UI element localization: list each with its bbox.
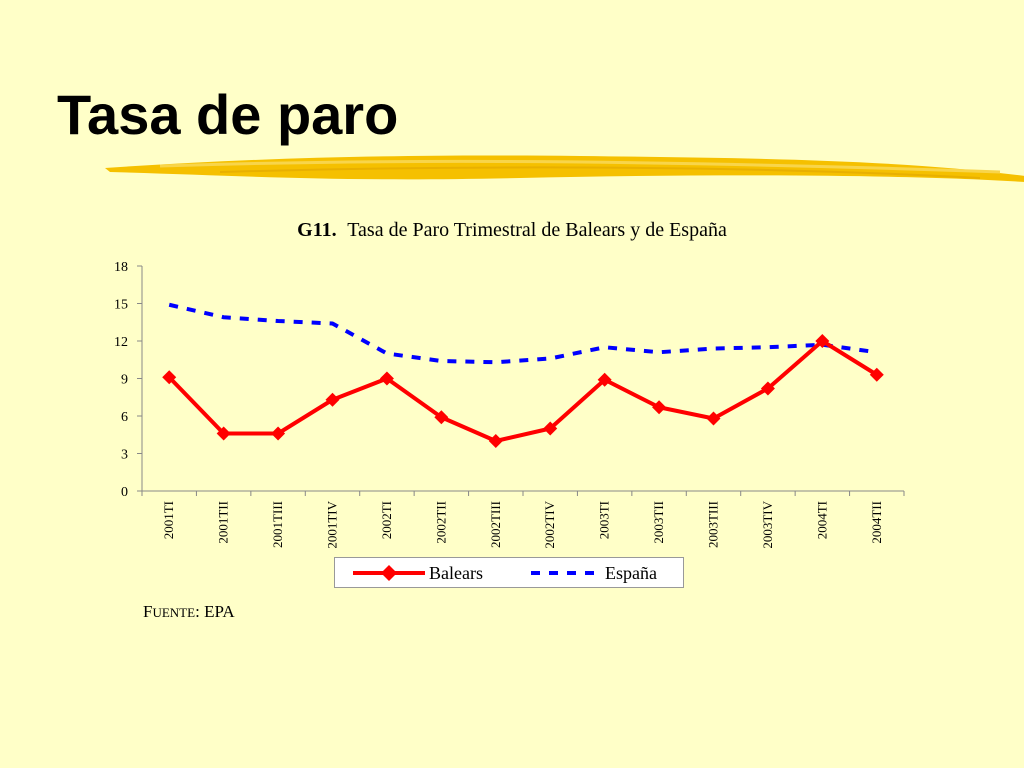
- data-point-baleares: [162, 370, 177, 385]
- source-label-rest: UENTE: [152, 605, 196, 620]
- source-label-initial: F: [143, 602, 153, 621]
- y-tick-label: 9: [121, 373, 128, 388]
- data-point-baleares: [271, 426, 286, 441]
- series-line-baleares: [167, 339, 878, 443]
- data-point-baleares: [869, 367, 884, 382]
- x-tick-label: 2003TIII: [706, 501, 721, 548]
- x-tick-label: 2001TII: [216, 501, 231, 544]
- slide-title: Tasa de paro: [57, 83, 399, 146]
- data-point-baleares: [434, 410, 449, 425]
- x-ticks: 2001TI 2001TII 2001TIII 2001TIV 2002TI 2002TI…: [141, 491, 905, 549]
- x-tick-label: 2002TI: [379, 501, 394, 539]
- x-tick-label: 2004TI: [814, 501, 829, 539]
- series-line-espana: [168, 302, 878, 365]
- data-point-baleares: [760, 381, 775, 396]
- chart-title-text: Tasa de Paro Trimestral de Balears y de …: [347, 219, 727, 241]
- y-tick-label: 18: [114, 260, 128, 275]
- y-ticks: 0 3 6 9 12 15 18: [114, 260, 142, 500]
- legend: Balears España: [334, 557, 684, 588]
- x-tick-label: 2002TIII: [488, 501, 503, 548]
- x-tick-label: 2004TII: [869, 501, 884, 544]
- legend-espana-label: España: [605, 563, 657, 583]
- y-tick-label: 3: [121, 448, 128, 463]
- x-tick-label: 2003TIV: [760, 500, 775, 548]
- data-point-baleares: [706, 411, 721, 426]
- data-point-baleares: [815, 334, 830, 348]
- y-tick-label: 15: [114, 298, 128, 313]
- data-point-baleares: [379, 371, 394, 386]
- legend-baleares-label: Balears: [429, 563, 483, 583]
- legend-espana-swatch: [531, 571, 597, 575]
- data-point-baleares: [488, 434, 503, 448]
- data-point-baleares: [543, 421, 558, 436]
- source-value: EPA: [204, 602, 235, 621]
- y-tick-label: 12: [114, 335, 128, 350]
- x-tick-label: 2002TIV: [542, 500, 557, 548]
- x-tick-label: 2002TII: [433, 501, 448, 544]
- chart-title-prefix: G11.: [297, 219, 336, 241]
- chart-title: G11. Tasa de Paro Trimestral de Balears …: [297, 219, 727, 241]
- source-note: FUENTE: EPA: [143, 602, 235, 622]
- x-tick-label: 2001TIII: [270, 501, 285, 548]
- x-tick-label: 2003TI: [597, 501, 612, 539]
- x-tick-label: 2003TII: [651, 501, 666, 544]
- data-point-baleares: [597, 372, 612, 387]
- x-tick-label: 2001TI: [161, 501, 176, 539]
- x-tick-label: 2001TIV: [325, 500, 340, 548]
- highlighter-underline: [105, 155, 1024, 182]
- data-point-baleares: [216, 426, 231, 441]
- source-label-colon: :: [195, 602, 200, 621]
- y-tick-label: 6: [121, 410, 128, 425]
- legend-baleares-swatch: [353, 565, 425, 581]
- y-tick-label: 0: [121, 485, 128, 500]
- series-layer: [162, 302, 884, 448]
- data-point-baleares: [652, 400, 667, 415]
- data-point-baleares: [325, 392, 340, 407]
